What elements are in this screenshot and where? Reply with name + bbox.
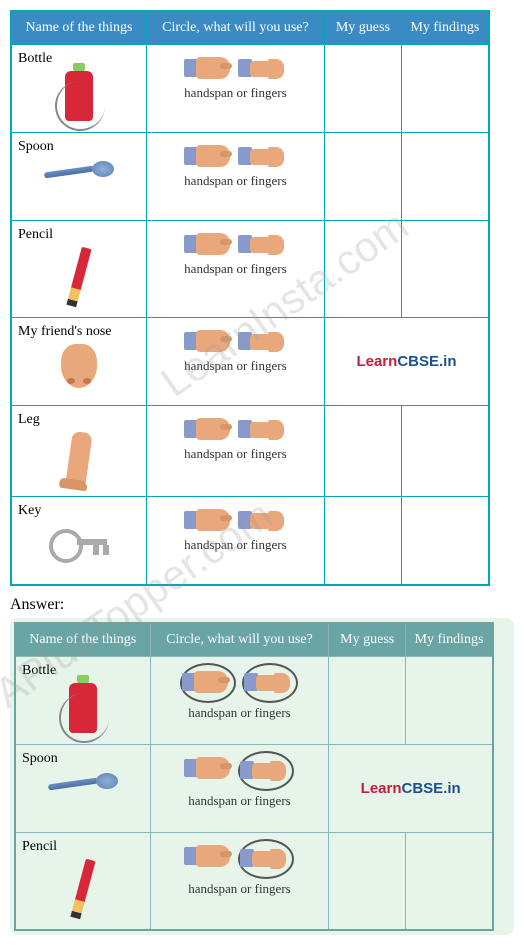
table-row: My friend's nose handspan or fingers Lea…	[11, 318, 489, 406]
table-row: Spoon handspan or fingers LearnCBSE.in	[15, 745, 493, 833]
measure-caption: handspan or fingers	[153, 261, 318, 277]
fingers-icon-circled	[238, 751, 294, 791]
table-row: Bottle handspan or fingers	[11, 45, 489, 133]
leg-icon	[65, 431, 92, 487]
fingers-icon-circled	[242, 663, 298, 703]
fingers-icon	[238, 324, 286, 356]
brand-logo: LearnCBSE.in	[361, 780, 461, 797]
spoon-icon	[48, 771, 118, 795]
table-row: Spoon handspan or fingers	[11, 133, 489, 221]
measure-caption: handspan or fingers	[153, 446, 318, 462]
header-row: Name of the things Circle, what will you…	[15, 623, 493, 657]
header-name: Name of the things	[15, 623, 150, 657]
bottle-icon	[65, 71, 93, 121]
answer-heading: Answer:	[10, 596, 514, 614]
answer-table: Name of the things Circle, what will you…	[14, 622, 494, 931]
header-circle: Circle, what will you use?	[150, 623, 329, 657]
fingers-icon-circled	[238, 839, 294, 879]
key-icon	[49, 527, 109, 559]
header-row: Name of the things Circle, what will you…	[11, 11, 489, 45]
spoon-icon	[44, 159, 114, 183]
pencil-icon	[66, 247, 91, 308]
pencil-icon	[70, 859, 95, 920]
fingers-icon	[238, 503, 286, 535]
measure-caption: handspan or fingers	[157, 705, 323, 721]
measure-caption: handspan or fingers	[153, 537, 318, 553]
item-label: My friend's nose	[18, 324, 112, 339]
item-label: Key	[18, 503, 41, 518]
handspan-icon	[184, 139, 232, 171]
handspan-icon	[184, 839, 232, 871]
measure-caption: handspan or fingers	[157, 881, 323, 897]
handspan-icon	[184, 51, 232, 83]
measure-caption: handspan or fingers	[157, 793, 323, 809]
header-guess: My guess	[324, 11, 401, 45]
item-label: Spoon	[22, 751, 58, 766]
question-table: Name of the things Circle, what will you…	[10, 10, 490, 586]
table-row: Bottle handspan or fingers	[15, 657, 493, 745]
header-name: Name of the things	[11, 11, 146, 45]
table-row: Pencil handspan or fingers	[11, 221, 489, 318]
nose-icon	[61, 344, 97, 388]
measure-caption: handspan or fingers	[153, 85, 318, 101]
fingers-icon	[238, 139, 286, 171]
handspan-icon	[184, 324, 232, 356]
handspan-icon-circled	[180, 663, 236, 703]
handspan-icon	[184, 227, 232, 259]
item-label: Pencil	[18, 227, 53, 242]
header-guess: My guess	[329, 623, 406, 657]
header-findings: My findings	[406, 623, 493, 657]
fingers-icon	[238, 412, 286, 444]
item-label: Pencil	[22, 839, 57, 854]
header-circle: Circle, what will you use?	[146, 11, 324, 45]
measure-caption: handspan or fingers	[153, 358, 318, 374]
header-findings: My findings	[401, 11, 489, 45]
fingers-icon	[238, 227, 286, 259]
item-label: Bottle	[18, 51, 52, 66]
fingers-icon	[238, 51, 286, 83]
item-label: Bottle	[22, 663, 56, 678]
item-label: Spoon	[18, 139, 54, 154]
handspan-icon	[184, 412, 232, 444]
brand-logo: LearnCBSE.in	[356, 353, 456, 370]
table-row: Key handspan or fingers	[11, 497, 489, 586]
table-row: Pencil handspan or fingers	[15, 833, 493, 931]
item-label: Leg	[18, 412, 40, 427]
measure-caption: handspan or fingers	[153, 173, 318, 189]
bottle-icon	[69, 683, 97, 733]
table-row: Leg handspan or fingers	[11, 406, 489, 497]
handspan-icon	[184, 751, 232, 783]
handspan-icon	[184, 503, 232, 535]
